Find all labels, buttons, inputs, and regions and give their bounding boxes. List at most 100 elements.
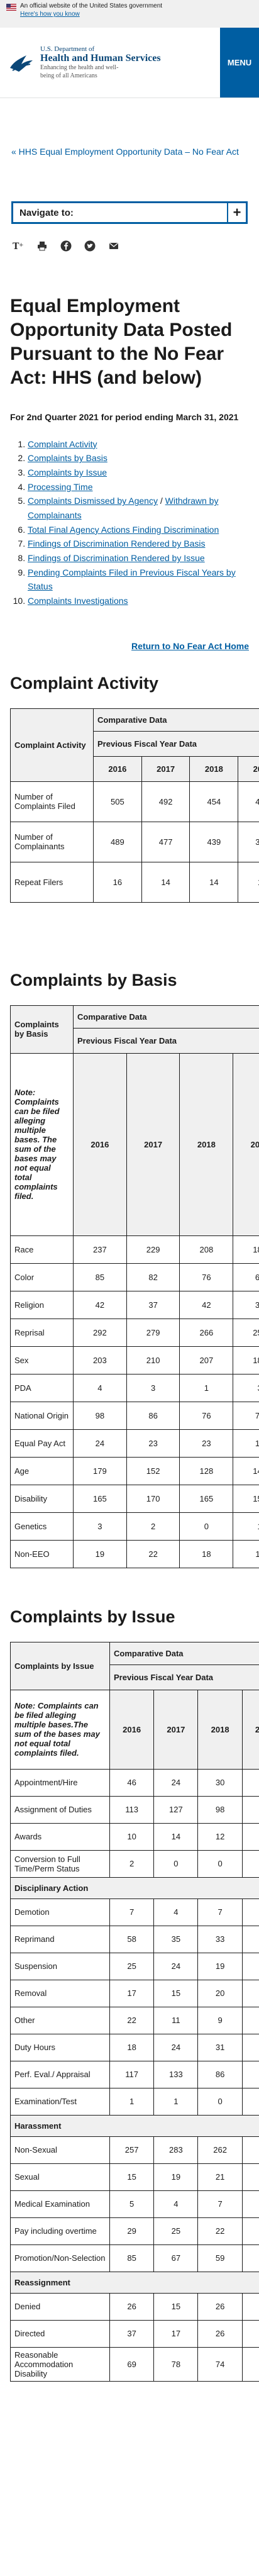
toc-link-total-final-actions[interactable]: Total Final Agency Actions Finding Discr… [28, 524, 219, 535]
year-header: 2016 [73, 1052, 127, 1236]
cell-value: 0 [197, 2087, 243, 2116]
cell-value: 11 [233, 1539, 259, 1568]
cell-value: 6 [241, 1898, 259, 1926]
cell-value: 7 [109, 1898, 155, 1926]
year-header: 2018 [197, 1689, 243, 1770]
table-row: Appointment/Hire4624303 [10, 1768, 259, 1797]
cell-value: 23 [126, 1429, 180, 1458]
cell-value: 18 [109, 2033, 155, 2061]
cell-value: 74 [197, 2346, 243, 2382]
row-label: Awards [10, 1822, 110, 1851]
return-home-link[interactable]: Return to No Fear Act Home [131, 640, 249, 651]
cell-value: 2 [241, 2136, 259, 2164]
twitter-icon[interactable] [83, 239, 97, 253]
table-row: Conversion to Full Time/Perm Status2002 [10, 1849, 259, 1878]
cell-value: 69 [109, 2346, 155, 2382]
toc-link-findings-by-issue[interactable]: Findings of Discrimination Rendered by I… [28, 553, 205, 564]
cell-value: 15 [153, 1979, 199, 2007]
complaints-by-issue-table-wrapper[interactable]: Complaints by Issue Comparative Data Pre… [10, 1641, 259, 2382]
cell-value: 14 [141, 861, 190, 903]
cell-value: 2 [126, 1512, 180, 1541]
table-row: Pay including overtime2925222 [10, 2217, 259, 2245]
share-toolbar: T + [11, 237, 248, 255]
toc-link-complaints-dismissed[interactable]: Complaints Dismissed by Agency [28, 496, 158, 506]
cell-value: 85 [109, 2244, 155, 2272]
cell-value: 2 [241, 2190, 259, 2218]
toc-item: Complaints Dismissed by Agency / Withdra… [28, 494, 249, 522]
row-label: Color [10, 1263, 74, 1291]
hhs-logo[interactable]: U.S. Department of Health and Human Serv… [0, 28, 168, 98]
row-label: Appointment/Hire [10, 1768, 110, 1797]
table-row: National Origin98867679 [10, 1401, 259, 1430]
toc-link-pending-complaints[interactable]: Pending Complaints Filed in Previous Fis… [28, 567, 236, 592]
cell-value: 1 [241, 2319, 259, 2348]
cell-value: 189 [233, 1235, 259, 1264]
cell-value: 185 [233, 1346, 259, 1374]
print-icon[interactable] [35, 239, 49, 253]
row-label: Reprimand [10, 1925, 110, 1953]
cell-value: 165 [73, 1484, 127, 1513]
cell-value: 1 [241, 2163, 259, 2191]
cell-value: 128 [179, 1456, 234, 1485]
reporting-period: For 2nd Quarter 2021 for period ending M… [10, 412, 239, 423]
navigate-to-dropdown[interactable]: Navigate to: + [11, 201, 248, 224]
plus-icon[interactable]: + [227, 203, 246, 222]
complaints-by-issue-table: Complaints by Issue Comparative Data Pre… [10, 1641, 259, 2382]
table-row: Examination/Test1100 [10, 2087, 259, 2116]
cell-value: 24 [73, 1429, 127, 1458]
previous-fy-header: Previous Fiscal Year Data [73, 1027, 259, 1054]
breadcrumb-link[interactable]: « HHS Equal Employment Opportunity Data … [11, 147, 239, 157]
toc-link-withdrawn[interactable]: Withdrawn by Complainants [28, 496, 219, 521]
row-label: Duty Hours [10, 2033, 110, 2061]
cell-value: 32 [233, 1290, 259, 1319]
table-row: Sex203210207185 [10, 1346, 259, 1374]
table-row: Promotion/Non-Selection8567595 [10, 2244, 259, 2272]
table-corner-header: Complaints by Basis [10, 1005, 74, 1054]
table-row: Repeat Filers16141410 [10, 861, 259, 903]
toc-link-complaints-by-issue[interactable]: Complaints by Issue [28, 467, 107, 478]
table-corner-header: Complaint Activity [10, 708, 94, 782]
section-label: Disciplinary Action [10, 1876, 259, 1899]
cell-value: 26 [109, 2292, 155, 2321]
navigate-to-label: Navigate to: [19, 207, 74, 218]
email-icon[interactable] [107, 239, 121, 253]
section-title-complaints-by-issue: Complaints by Issue [10, 1607, 175, 1626]
text-size-icon[interactable]: T + [11, 239, 25, 253]
how-you-know-link[interactable]: Here's how you know [20, 11, 80, 18]
row-label: Number of Complainants [10, 821, 94, 862]
cell-value: 439 [189, 821, 239, 862]
cell-value: 257 [109, 2136, 155, 2164]
complaints-by-basis-table-wrapper[interactable]: Complaints by Basis Comparative Data Pre… [10, 1005, 259, 1568]
cell-value: 229 [126, 1235, 180, 1264]
table-row: Medical Examination5472 [10, 2190, 259, 2218]
toc-link-processing-time[interactable]: Processing Time [28, 481, 93, 492]
cell-value: 67 [153, 2244, 199, 2272]
cell-value: 33 [197, 1925, 243, 1953]
table-row: Assignment of Duties113127989 [10, 1795, 259, 1824]
toc-link-complaints-by-basis[interactable]: Complaints by Basis [28, 453, 107, 464]
cell-value: 12 [197, 1822, 243, 1851]
toc-link-complaint-activity[interactable]: Complaint Activity [28, 438, 97, 449]
complaint-activity-table-wrapper[interactable]: Complaint Activity Comparative Data Prev… [10, 708, 259, 903]
section-label: Reassignment [10, 2271, 259, 2294]
table-row: Directed3717261 [10, 2319, 259, 2348]
menu-button[interactable]: MENU [220, 28, 259, 98]
facebook-icon[interactable] [59, 239, 73, 253]
table-row: Equal Pay Act24232312 [10, 1429, 259, 1458]
year-header: 2017 [126, 1052, 180, 1236]
table-row: Non-EEO19221811 [10, 1539, 259, 1568]
cell-value: 396 [238, 821, 259, 862]
cell-value: 10 [238, 861, 259, 903]
toc-link-investigations[interactable]: Complaints Investigations [28, 596, 128, 606]
comparative-data-header: Comparative Data [73, 1005, 259, 1029]
toc-link-findings-by-basis[interactable]: Findings of Discrimination Rendered by B… [28, 538, 206, 549]
cell-value: 3 [241, 1768, 259, 1797]
cell-value: 31 [197, 2033, 243, 2061]
table-row: Awards1014129 [10, 1822, 259, 1851]
cell-value: 59 [197, 2244, 243, 2272]
cell-value: 24 [153, 1952, 199, 1980]
row-label: Age [10, 1456, 74, 1485]
gov-banner-text: An official website of the United States… [20, 3, 163, 9]
cell-value: 2 [241, 2217, 259, 2245]
table-row: Duty Hours1824311 [10, 2033, 259, 2061]
